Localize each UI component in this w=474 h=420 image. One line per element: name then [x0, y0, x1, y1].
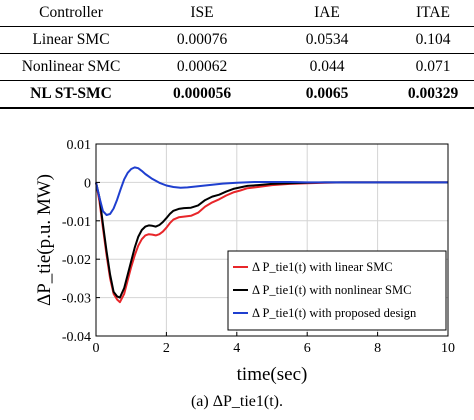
line-chart: 0 2 4 6 8 10 0.01 0 -0.01 -0.02 -0.03 -0.04 time(se… — [34, 138, 455, 385]
x-tick-label: 2 — [163, 341, 170, 356]
legend: Δ P_tie1(t) with linear SMC Δ P_tie1(t) … — [227, 250, 447, 331]
x-axis-label: time(sec) — [237, 364, 308, 385]
x-tick-label: 8 — [374, 341, 381, 356]
table-header-row: Controller ISE IAE ITAE — [0, 0, 474, 27]
row-iae-cell: 0.0065 — [305, 85, 349, 102]
header-itae: ITAE — [415, 4, 451, 21]
y-tick-label: 0.01 — [67, 138, 92, 153]
table-row: Nonlinear SMC 0.00062 0.044 0.071 — [0, 54, 474, 81]
y-tick-label: -0.02 — [62, 253, 91, 268]
table-row-highlighted: NL ST-SMC 0.000056 0.0065 0.00329 — [0, 81, 474, 108]
row-controller-cell: Nonlinear SMC — [21, 58, 121, 75]
row-itae-cell: 0.00329 — [407, 85, 459, 102]
legend-box — [227, 250, 447, 331]
y-tick-label: 0 — [84, 176, 91, 191]
x-tick-label: 4 — [233, 341, 240, 356]
x-tick-label: 0 — [93, 341, 100, 356]
row-ise-cell: 0.00062 — [176, 58, 228, 75]
series-line-nonlinear-smc — [95, 181, 448, 299]
row-ise-cell: 0.000056 — [172, 85, 232, 102]
legend-label-linear: Δ P_tie1(t) with linear SMC — [252, 260, 393, 274]
series-line-proposed-design — [95, 166, 448, 216]
series-lines — [95, 166, 448, 304]
y-tick-label: -0.03 — [62, 292, 91, 307]
header-ise: ISE — [190, 4, 214, 21]
y-tick-label: -0.01 — [62, 215, 91, 230]
series-line-linear-smc — [95, 181, 448, 304]
table-row: Linear SMC 0.00076 0.0534 0.104 — [0, 27, 474, 54]
legend-label-proposed: Δ P_tie1(t) with proposed design — [252, 306, 417, 320]
header-iae: IAE — [314, 4, 340, 21]
results-table: Controller ISE IAE ITAE Linear SMC 0.000… — [0, 0, 474, 109]
figure-caption: (a) ΔP_tie1(t). — [190, 393, 284, 410]
header-controller: Controller — [39, 4, 103, 21]
x-tick-label: 6 — [304, 341, 311, 356]
row-iae-cell: 0.044 — [309, 58, 345, 75]
axis-ticks: 0 2 4 6 8 10 0.01 0 -0.01 -0.02 -0.03 -0.04 — [62, 138, 455, 356]
legend-label-nonlinear: Δ P_tie1(t) with nonlinear SMC — [252, 283, 411, 297]
row-iae-cell: 0.0534 — [305, 31, 349, 48]
y-axis-label: ΔP_tie(p.u. MW) — [34, 174, 55, 306]
row-controller-cell: Linear SMC — [32, 31, 110, 48]
x-tick-label: 10 — [441, 341, 455, 356]
plot-frame — [95, 143, 449, 337]
row-itae-cell: 0.071 — [415, 58, 451, 75]
row-ise-cell: 0.00076 — [176, 31, 228, 48]
row-itae-cell: 0.104 — [415, 31, 451, 48]
y-tick-label: -0.04 — [62, 330, 91, 345]
row-controller-cell: NL ST-SMC — [30, 85, 112, 102]
